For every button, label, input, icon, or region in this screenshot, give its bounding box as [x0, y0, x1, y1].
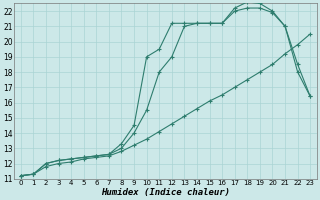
- X-axis label: Humidex (Indice chaleur): Humidex (Indice chaleur): [101, 188, 230, 197]
